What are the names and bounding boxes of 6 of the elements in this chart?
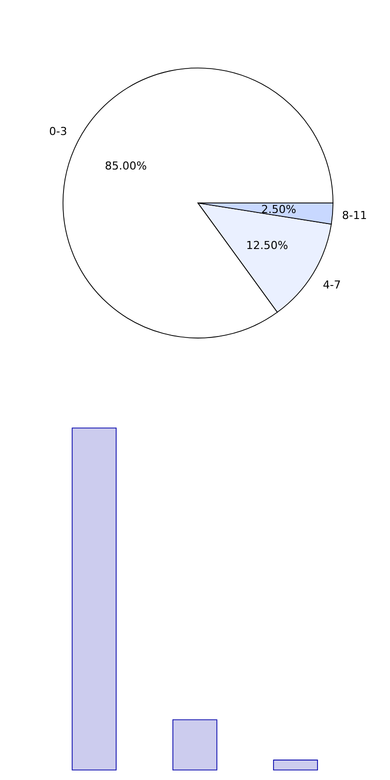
data-label: 2.50% (261, 202, 296, 216)
slice-label: 4-7 (322, 278, 341, 292)
slice-label: 8-11 (342, 208, 367, 222)
data-label: 85.00% (104, 160, 147, 173)
slice-label: 0-3 (49, 125, 68, 138)
data-label: 12.50% (246, 238, 288, 252)
